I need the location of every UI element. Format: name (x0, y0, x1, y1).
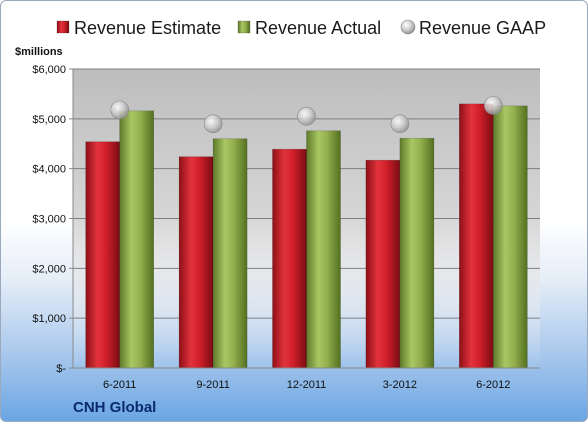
legend-label: Revenue GAAP (419, 18, 546, 38)
legend-label: Revenue Actual (255, 18, 381, 38)
y-tick-label: $5,000 (32, 114, 66, 126)
legend: Revenue Estimate Revenue Actual Revenue GA… (56, 18, 546, 38)
footer-company-name: CNH Global (73, 399, 156, 416)
gaap-markers (110, 96, 503, 134)
marker-revenue-gaap (297, 107, 316, 126)
bars (85, 103, 528, 369)
bar-revenue-actual (399, 137, 435, 369)
y-tick-label: $6,000 (32, 64, 66, 76)
legend-swatch (237, 20, 251, 34)
legend-swatch (56, 20, 70, 34)
y-tick-labels: $- $1,000 $2,000 $3,000 $4,000 $5,000 $6,000 (32, 64, 73, 375)
bar-revenue-estimate (272, 148, 307, 369)
x-tick-label: 6-2011 (103, 379, 136, 391)
y-tick-label: $2,000 (32, 263, 66, 275)
y-tick-label: $1,000 (32, 313, 66, 325)
x-tick-label: 9-2011 (196, 379, 229, 391)
y-axis-unit-label: $millions (15, 46, 63, 58)
bar-revenue-actual (119, 110, 154, 369)
legend-label: Revenue Estimate (74, 18, 221, 38)
y-tick-label: $- (56, 363, 66, 375)
bar-revenue-estimate (178, 156, 214, 369)
legend-swatch (400, 19, 416, 35)
marker-revenue-gaap (110, 100, 129, 120)
bar-revenue-actual (492, 105, 528, 369)
x-tick-label: 6-2012 (476, 379, 510, 391)
marker-revenue-gaap (203, 114, 223, 134)
bar-revenue-actual (306, 130, 341, 369)
x-tick-labels: 6-2011 9-2011 12-2011 3-2012 6-2012 (103, 379, 510, 391)
bar-revenue-estimate (85, 141, 120, 369)
x-tick-label: 12-2011 (287, 379, 327, 391)
y-tick-label: $4,000 (32, 164, 66, 176)
bar-revenue-estimate (458, 103, 494, 369)
bar-revenue-actual (212, 138, 248, 369)
y-tick-label: $3,000 (32, 214, 66, 226)
bar-revenue-estimate (365, 159, 401, 369)
marker-revenue-gaap (390, 114, 410, 134)
x-tick-label: 3-2012 (383, 379, 417, 391)
marker-revenue-gaap (483, 96, 503, 115)
